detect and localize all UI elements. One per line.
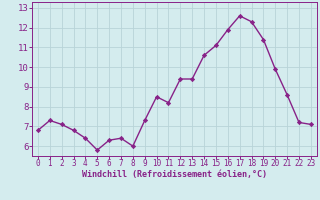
X-axis label: Windchill (Refroidissement éolien,°C): Windchill (Refroidissement éolien,°C) bbox=[82, 170, 267, 179]
